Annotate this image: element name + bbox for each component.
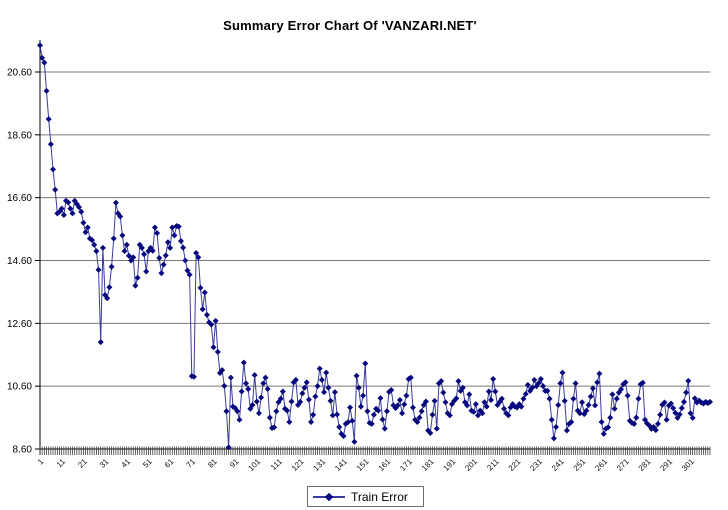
y-tick-label: 18.60: [7, 130, 32, 141]
x-tick-label: 161: [377, 457, 393, 473]
series-markers-train-error: [37, 42, 713, 451]
y-tick-label: 16.60: [7, 193, 32, 204]
chart-title: Summary Error Chart Of 'VANZARI.NET': [223, 18, 477, 33]
x-tick-label: 271: [615, 457, 631, 473]
x-tick-label: 41: [119, 457, 132, 470]
x-tick-label: 61: [163, 457, 176, 470]
x-tick-label: 11: [55, 457, 68, 470]
x-tick-comb: [39, 446, 711, 455]
legend-label: Train Error: [351, 489, 408, 504]
x-tick-label: 111: [269, 457, 284, 472]
x-tick-label: 201: [463, 457, 479, 473]
x-tick-label: 121: [290, 457, 306, 473]
legend-line-sample: [313, 487, 345, 506]
y-tick-label: 20.60: [7, 68, 32, 79]
x-tick-label: 141: [333, 457, 349, 473]
x-tick-label: 51: [141, 457, 154, 470]
x-tick-label: 291: [658, 457, 674, 473]
x-tick-label: 301: [680, 457, 696, 473]
y-tick-label: 12.60: [7, 319, 32, 330]
x-tick-label: 171: [398, 457, 414, 473]
x-tick-label: 31: [98, 457, 111, 470]
x-tick-label: 21: [76, 457, 89, 470]
y-tick-label: 14.60: [7, 256, 32, 267]
x-tick-label: 251: [572, 457, 588, 473]
x-tick-label: 221: [507, 457, 523, 473]
x-tick-label: 101: [246, 457, 262, 473]
x-tick-label: 181: [420, 457, 436, 473]
x-tick-label: 151: [355, 457, 371, 473]
x-tick-label: 261: [593, 457, 609, 473]
x-tick-label: 1: [36, 457, 46, 467]
x-tick-label: 71: [185, 457, 198, 470]
x-tick-label: 211: [485, 457, 501, 473]
y-tick-label: 8.60: [13, 445, 33, 456]
x-tick-label: 131: [311, 457, 327, 473]
x-tick-label: 91: [228, 457, 241, 470]
x-tick-label: 281: [637, 457, 653, 473]
legend-diamond-icon: [324, 492, 334, 501]
legend: Train Error: [307, 486, 424, 507]
x-tick-label: 231: [528, 457, 544, 473]
x-tick-label: 81: [206, 457, 219, 470]
x-tick-label: 241: [550, 457, 566, 473]
y-tick-label: 10.60: [7, 382, 32, 393]
x-tick-label: 191: [442, 457, 458, 473]
